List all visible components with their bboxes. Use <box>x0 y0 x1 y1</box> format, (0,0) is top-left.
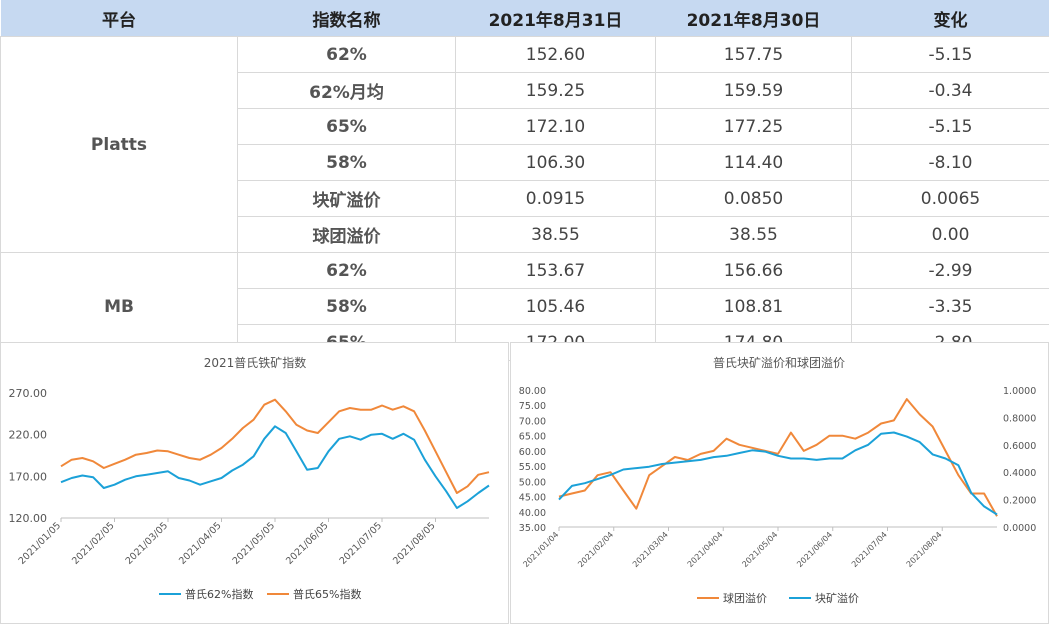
legend-label: 球团溢价 <box>723 591 767 605</box>
x-tick-label: 2021/03/04 <box>631 530 670 569</box>
y2-tick-label: 0.0000 <box>1003 523 1036 534</box>
value-aug31-cell: 38.55 <box>455 216 656 253</box>
x-tick-label: 2021/01/04 <box>521 530 560 569</box>
y-tick-label: 45.00 <box>519 493 546 504</box>
x-tick-label: 2021/06/04 <box>795 530 834 569</box>
value-aug31-cell: 172.10 <box>455 108 656 145</box>
x-tick-label: 2021/04/05 <box>177 520 224 567</box>
table-row: 58% 105.46 108.81 -3.35 <box>1 288 1049 325</box>
y-tick-label: 170.00 <box>9 470 48 483</box>
value-aug31-cell: 0.0915 <box>455 180 656 217</box>
value-aug30-cell: 114.40 <box>655 144 852 181</box>
header-index-name: 指数名称 <box>237 0 456 37</box>
value-aug30-cell: 0.0850 <box>655 180 852 217</box>
premium-chart: 普氏块矿溢价和球团溢价 35.00 40.00 45.00 50.00 55.00 60.0… <box>519 356 1036 605</box>
table-row: 块矿溢价 0.0915 0.0850 0.0065 <box>1 180 1049 217</box>
value-aug31-cell: 159.25 <box>455 72 656 109</box>
y-tick-label: 75.00 <box>519 401 546 412</box>
change-cell: -8.10 <box>851 144 1049 181</box>
value-aug31-cell: 153.67 <box>455 252 656 289</box>
index-name-cell: 65% <box>237 108 456 145</box>
y2-tick-label: 0.6000 <box>1003 441 1036 452</box>
index-name-cell: 58% <box>237 288 456 325</box>
y-tick-label: 65.00 <box>519 432 546 443</box>
change-cell: 0.00 <box>851 216 1049 253</box>
platform-cell: Platts <box>0 36 238 253</box>
change-cell: -2.99 <box>851 252 1049 289</box>
x-tick-label: 2021/05/05 <box>231 520 278 567</box>
index-name-cell: 62%月均 <box>237 72 456 109</box>
y-tick-label: 50.00 <box>519 477 546 488</box>
x-tick-label: 2021/02/04 <box>576 530 615 569</box>
x-tick-label: 2021/06/05 <box>284 520 331 567</box>
change-cell: -5.15 <box>851 108 1049 145</box>
series-line-1 <box>60 425 490 509</box>
value-aug30-cell: 157.75 <box>655 36 852 73</box>
y-tick-label: 70.00 <box>519 416 546 427</box>
legend-label: 块矿溢价 <box>815 591 859 605</box>
legend-label: 普氏62%指数 <box>185 587 253 601</box>
y-tick-label: 40.00 <box>519 508 546 519</box>
value-aug30-cell: 177.25 <box>655 108 852 145</box>
series-line-1 <box>558 398 998 517</box>
x-tick-label: 2021/08/05 <box>391 520 438 567</box>
x-tick-label: 2021/04/04 <box>686 530 725 569</box>
y-tick-label: 80.00 <box>519 386 546 397</box>
value-aug31-cell: 105.46 <box>455 288 656 325</box>
header-platform: 平台 <box>0 0 238 37</box>
value-aug31-cell: 106.30 <box>455 144 656 181</box>
x-tick-label: 2021/03/05 <box>124 520 171 567</box>
header-date-aug31: 2021年8月31日 <box>455 0 656 37</box>
x-tick-label: 2021/01/05 <box>17 520 64 567</box>
value-aug30-cell: 156.66 <box>655 252 852 289</box>
change-cell: 0.0065 <box>851 180 1049 217</box>
index-name-cell: 62% <box>237 252 456 289</box>
index-name-cell: 62% <box>237 36 456 73</box>
y-tick-label: 270.00 <box>9 387 48 400</box>
chart-panel-premium: 普氏块矿溢价和球团溢价 35.00 40.00 45.00 50.00 55.00 60.0… <box>510 342 1049 624</box>
value-aug30-cell: 159.59 <box>655 72 852 109</box>
table-row: 58% 106.30 114.40 -8.10 <box>1 144 1049 181</box>
change-cell: -0.34 <box>851 72 1049 109</box>
value-aug31-cell: 152.60 <box>455 36 656 73</box>
y-tick-label: 60.00 <box>519 447 546 458</box>
table-row: 65% 172.10 177.25 -5.15 <box>1 108 1049 145</box>
chart-panel-platts-index: 2021普氏铁矿指数 120.00 170.00 220.00 270.00 2021/0… <box>0 342 509 624</box>
x-tick-label: 2021/08/04 <box>905 530 944 569</box>
change-cell: -5.15 <box>851 36 1049 73</box>
series-line-2 <box>558 431 998 516</box>
change-cell: -3.35 <box>851 288 1049 325</box>
index-name-cell: 58% <box>237 144 456 181</box>
value-aug30-cell: 108.81 <box>655 288 852 325</box>
series-line-2 <box>60 398 490 494</box>
table-row: 球团溢价 38.55 38.55 0.00 <box>1 216 1049 253</box>
iron-ore-index-table: 平台 指数名称 2021年8月31日 2021年8月30日 变化 Platts 6… <box>0 0 1049 361</box>
chart-title: 普氏块矿溢价和球团溢价 <box>713 356 845 370</box>
x-tick-label: 2021/02/05 <box>70 520 117 567</box>
x-tick-label: 2021/05/04 <box>740 530 779 569</box>
table-row: Platts 62% 152.60 157.75 -5.15 <box>0 36 1049 253</box>
header-date-aug30: 2021年8月30日 <box>655 0 852 37</box>
y-tick-label: 35.00 <box>519 523 546 534</box>
platts-index-chart: 2021普氏铁矿指数 120.00 170.00 220.00 270.00 2021/0… <box>9 355 490 601</box>
y-tick-label: 120.00 <box>9 512 48 525</box>
index-name-cell: 块矿溢价 <box>237 180 456 217</box>
y2-tick-label: 0.8000 <box>1003 413 1036 424</box>
x-tick-label: 2021/07/04 <box>850 530 889 569</box>
table-row: MB 62% 153.67 156.66 -2.99 <box>0 252 1049 361</box>
table-row: 62%月均 159.25 159.59 -0.34 <box>1 72 1049 109</box>
index-name-cell: 球团溢价 <box>237 216 456 253</box>
y2-tick-label: 0.4000 <box>1003 468 1036 479</box>
x-tick-label: 2021/07/05 <box>338 520 385 567</box>
y-tick-label: 220.00 <box>9 429 48 442</box>
y-tick-label: 55.00 <box>519 462 546 473</box>
y2-tick-label: 0.2000 <box>1003 496 1036 507</box>
legend-label: 普氏65%指数 <box>293 587 361 601</box>
table-header-row: 平台 指数名称 2021年8月31日 2021年8月30日 变化 <box>0 0 1049 37</box>
chart-title: 2021普氏铁矿指数 <box>204 355 307 370</box>
value-aug30-cell: 38.55 <box>655 216 852 253</box>
header-change: 变化 <box>851 0 1049 37</box>
y2-tick-label: 1.0000 <box>1003 386 1036 397</box>
